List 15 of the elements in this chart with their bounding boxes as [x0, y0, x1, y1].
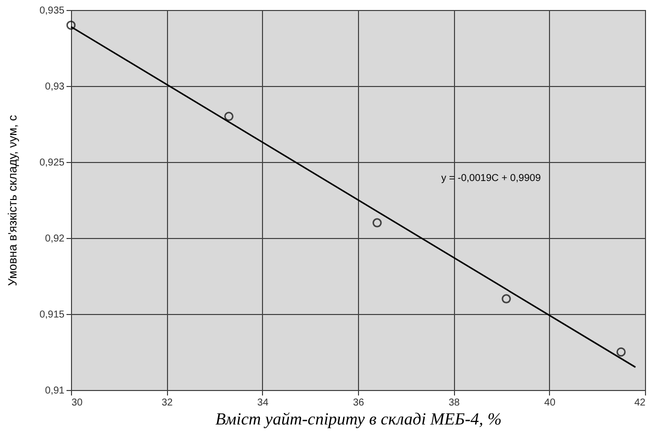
y-tick-label: 0,935: [39, 6, 65, 16]
x-tick-label: 40: [544, 398, 556, 408]
y-tick-label: 0,93: [45, 82, 65, 92]
x-tick-label: 42: [634, 398, 646, 408]
x-tick-label: 34: [257, 398, 269, 408]
x-tick-label: 32: [162, 398, 174, 408]
y-tick-label: 0,91: [45, 386, 65, 396]
y-axis-title: Умовна в'язкість складу, νум, с: [5, 115, 20, 286]
x-tick-label: 36: [352, 398, 364, 408]
y-tick-label: 0,92: [45, 234, 65, 244]
x-axis-title: Вміст уайт-спіриту в складі МЕБ-4, %: [215, 410, 502, 428]
y-tick-label: 0,915: [39, 310, 65, 320]
x-tick-label: 38: [448, 398, 460, 408]
y-tick-label: 0,925: [39, 158, 65, 168]
x-tick-label: 30: [72, 398, 84, 408]
